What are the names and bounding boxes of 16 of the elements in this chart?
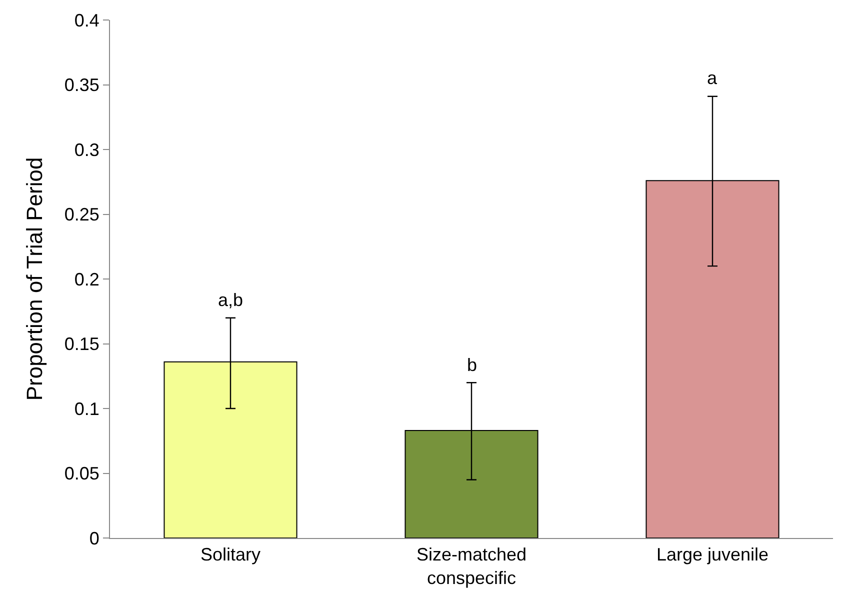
y-tick-label: 0.2 — [74, 269, 100, 290]
y-tick-label: 0.35 — [64, 75, 100, 96]
y-tick-label: 0.3 — [74, 140, 100, 160]
annotation: a — [707, 68, 718, 88]
y-tick-label: 0.15 — [64, 334, 100, 354]
annotation: b — [467, 355, 478, 375]
x-tick-label: Large juvenile — [656, 544, 769, 565]
y-tick-label: 0.1 — [74, 398, 100, 419]
x-tick-label: Solitary — [200, 544, 261, 565]
annotation: a,b — [218, 290, 244, 310]
y-tick-label: 0.25 — [64, 204, 100, 225]
y-tick-label: 0.4 — [74, 10, 100, 30]
x-tick-label: Size-matched conspecific — [416, 544, 527, 588]
y-tick-label: 0 — [89, 528, 100, 548]
y-tick-label: 0.05 — [64, 464, 100, 484]
y-axis-title: Proportion of Trial Period — [22, 157, 48, 401]
